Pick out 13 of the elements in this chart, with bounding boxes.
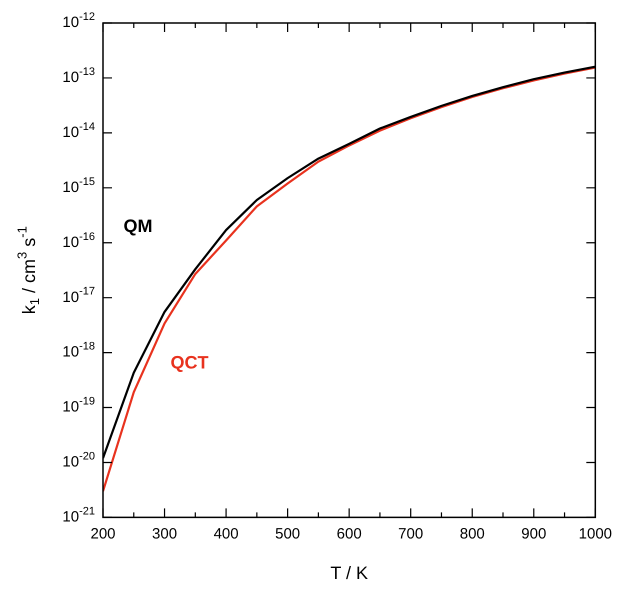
x-tick-label: 900 [521,526,546,543]
x-tick-label: 1000 [578,526,612,543]
x-tick-label: 800 [460,526,485,543]
x-axis-title: T / K [330,563,368,584]
x-tick-label: 500 [275,526,300,543]
x-tick-label: 200 [90,526,116,543]
series-label: QCT [170,352,209,372]
x-tick-label: 700 [398,526,424,543]
x-tick-label: 600 [336,526,362,543]
text: QM [124,216,153,236]
x-tick-label: 300 [152,526,178,543]
y-axis-title: k1 / cm3 s-1 [14,226,42,314]
x-tick-label: 400 [214,526,239,543]
